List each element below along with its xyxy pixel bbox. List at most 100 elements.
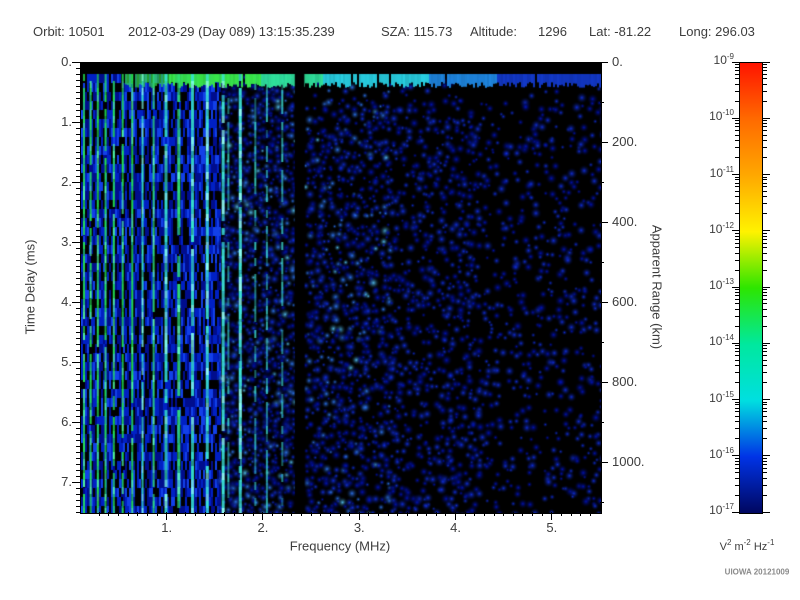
header-altitude-label: Altitude: (470, 24, 517, 39)
axis-tick (445, 512, 447, 516)
axis-tick (600, 101, 604, 103)
axis-tick (76, 253, 80, 255)
axis-tick (72, 301, 80, 303)
axis-tick (146, 512, 148, 516)
axis-tick (763, 235, 767, 237)
axis-tick (763, 238, 767, 240)
axis-tick (551, 512, 553, 520)
axis-tick (763, 359, 767, 361)
axis-tick (76, 175, 80, 177)
axis-tick (76, 313, 80, 315)
axis-tick (735, 421, 739, 423)
axis-tick (763, 70, 767, 72)
axis-tick (493, 512, 495, 516)
axis-tick (763, 61, 770, 63)
axis-tick (763, 182, 767, 184)
colorbar-tick-label: 10-9 (713, 52, 734, 67)
axis-tick (72, 481, 80, 483)
axis-tick (763, 298, 767, 300)
axis-tick (76, 325, 80, 327)
axis-tick (735, 247, 739, 249)
axis-tick (763, 438, 767, 440)
axis-tick (763, 365, 767, 367)
axis-tick (118, 512, 120, 516)
axis-tick (464, 512, 466, 516)
axis-tick (763, 73, 767, 75)
axis-tick (76, 355, 80, 357)
axis-tick (735, 494, 739, 496)
axis-tick (735, 484, 739, 486)
axis-tick (763, 399, 770, 400)
axis-tick (76, 469, 80, 471)
axis-tick (732, 399, 739, 400)
axis-tick (368, 512, 370, 516)
axis-tick (76, 457, 80, 459)
spectrogram-canvas (81, 63, 601, 513)
axis-tick (76, 193, 80, 195)
axis-tick (735, 78, 739, 80)
axis-tick (560, 512, 562, 516)
axis-tick (76, 307, 80, 309)
axis-tick (72, 61, 80, 63)
y-right-tick-label: 600. (612, 294, 638, 309)
axis-tick (600, 421, 604, 423)
axis-tick (763, 401, 767, 403)
axis-tick (735, 66, 739, 68)
axis-tick (76, 433, 80, 435)
y-right-tick-label: 200. (612, 134, 638, 149)
axis-tick (600, 61, 608, 63)
axis-tick (76, 259, 80, 261)
y-left-tick-label: 4. (61, 294, 72, 309)
axis-tick (76, 229, 80, 231)
axis-tick (76, 283, 80, 285)
axis-tick (600, 341, 604, 343)
axis-tick (483, 512, 485, 516)
axis-tick (732, 174, 739, 175)
y-left-tick-label: 2. (61, 174, 72, 189)
axis-tick (735, 348, 739, 350)
axis-tick (763, 176, 767, 178)
axis-tick (252, 512, 254, 516)
y-axis-title-time-delay: Time Delay (ms) (22, 239, 38, 335)
axis-tick (735, 126, 739, 128)
axis-tick (735, 213, 739, 215)
y-left-tick-label: 7. (61, 474, 72, 489)
axis-tick (76, 427, 80, 429)
header-orbit: Orbit: 10501 (33, 24, 105, 39)
axis-tick (320, 512, 322, 516)
axis-tick (735, 90, 739, 92)
y-left-tick-label: 3. (61, 234, 72, 249)
axis-tick (580, 512, 582, 516)
axis-tick (763, 372, 767, 374)
axis-tick (76, 403, 80, 405)
axis-tick (763, 190, 767, 192)
axis-tick (455, 512, 457, 520)
axis-tick (76, 385, 80, 387)
axis-tick (735, 120, 739, 122)
axis-tick (735, 372, 739, 374)
y-right-tick-label: 400. (612, 214, 638, 229)
axis-tick (763, 186, 767, 188)
axis-tick (763, 421, 767, 423)
axis-tick (735, 365, 739, 367)
axis-tick (763, 411, 767, 413)
axis-tick (76, 205, 80, 207)
axis-tick (76, 265, 80, 267)
axis-tick (763, 355, 767, 357)
axis-tick (763, 460, 767, 462)
axis-tick (72, 361, 80, 363)
axis-tick (735, 73, 739, 75)
colorbar-exponent: -17 (722, 502, 734, 511)
axis-tick (735, 295, 739, 297)
axis-tick (763, 252, 767, 254)
axis-tick (735, 203, 739, 205)
axis-tick (735, 70, 739, 72)
y-axis-title-apparent-range: Apparent Range (km) (649, 224, 665, 350)
axis-tick (735, 140, 739, 142)
axis-tick (763, 404, 767, 406)
axis-tick (397, 512, 399, 516)
axis-tick (223, 512, 225, 516)
axis-tick (735, 291, 739, 293)
axis-tick (735, 232, 739, 234)
axis-tick (329, 512, 331, 516)
